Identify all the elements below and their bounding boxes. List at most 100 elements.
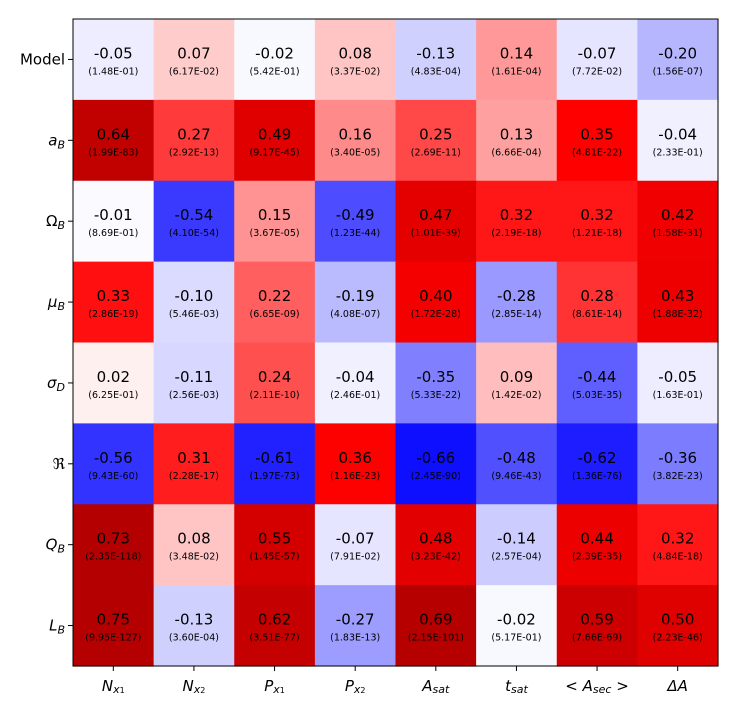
cell-value-r0-c5: 0.14 <box>500 44 533 62</box>
cell-value-r2-c1: -0.54 <box>175 206 214 224</box>
heatmap-cell-r6-c6 <box>556 504 638 586</box>
heatmap-cell-r3-c0 <box>73 261 155 344</box>
cell-value-r6-c5: -0.14 <box>497 530 536 548</box>
heatmap-cell-r5-c7 <box>637 423 719 505</box>
cell-pvalue-r3-c0: (2.86E-19) <box>88 309 138 320</box>
heatmap-cell-r0-c3 <box>314 19 397 101</box>
cell-pvalue-r2-c4: (1.01E-39) <box>411 228 461 239</box>
cell-value-r7-c2: 0.62 <box>258 611 291 629</box>
y-tick-label-5: ℜ <box>53 455 65 473</box>
cell-pvalue-r0-c1: (6.17E-02) <box>169 66 219 77</box>
heatmap-cells <box>73 19 719 667</box>
cell-pvalue-r5-c6: (1.36E-76) <box>572 471 622 482</box>
cell-value-r6-c1: 0.08 <box>177 530 210 548</box>
cell-value-r4-c2: 0.24 <box>258 368 291 386</box>
cell-pvalue-r7-c6: (7.66E-69) <box>572 633 622 644</box>
cell-pvalue-r1-c4: (2.69E-11) <box>411 147 461 158</box>
heatmap-cell-r0-c7 <box>637 19 719 101</box>
cell-pvalue-r1-c0: (1.99E-83) <box>88 147 138 158</box>
cell-pvalue-r2-c2: (3.67E-05) <box>250 228 300 239</box>
heatmap-cell-r4-c1 <box>153 342 235 424</box>
y-tick-label-2: ΩB <box>46 212 65 232</box>
cell-pvalue-r7-c0: (9.95E-127) <box>85 633 141 644</box>
cell-value-r1-c0: 0.64 <box>97 125 130 143</box>
heatmap-cell-r7-c5 <box>476 585 558 667</box>
heatmap-cell-r3-c1 <box>153 261 235 344</box>
cell-value-r2-c3: -0.49 <box>336 206 375 224</box>
cell-value-r0-c0: -0.05 <box>94 44 133 62</box>
x-tick-label-6: < Asec > <box>565 677 629 696</box>
heatmap-cell-r6-c3 <box>314 504 397 586</box>
heatmap-cell-r0-c0 <box>73 19 155 101</box>
heatmap-cell-r4-c5 <box>476 342 558 424</box>
heatmap-cell-r1-c3 <box>314 99 397 182</box>
heatmap-cell-r2-c4 <box>395 180 477 263</box>
heatmap-cell-r5-c6 <box>556 423 638 505</box>
cell-pvalue-r6-c2: (1.45E-57) <box>250 552 300 563</box>
cell-pvalue-r0-c3: (3.37E-02) <box>330 66 380 77</box>
heatmap-cell-r3-c4 <box>395 261 477 344</box>
cell-value-r1-c3: 0.16 <box>338 125 371 143</box>
cell-value-r3-c4: 0.40 <box>419 287 452 305</box>
cell-pvalue-r7-c3: (1.83E-13) <box>330 633 380 644</box>
heatmap-cell-r4-c7 <box>637 342 719 424</box>
cell-pvalue-r3-c6: (8.61E-14) <box>572 309 622 320</box>
cell-value-r5-c2: -0.61 <box>255 449 294 467</box>
x-tick-label-3: Px2 <box>345 677 366 696</box>
cell-pvalue-r0-c6: (7.72E-02) <box>572 66 622 77</box>
cell-pvalue-r2-c7: (1.58E-31) <box>653 228 703 239</box>
heatmap-cell-r1-c0 <box>73 99 155 182</box>
cell-value-r1-c7: -0.04 <box>658 125 697 143</box>
cell-pvalue-r5-c5: (9.46E-43) <box>491 471 541 482</box>
cell-value-r7-c7: 0.50 <box>661 611 694 629</box>
cell-value-r2-c0: -0.01 <box>94 206 133 224</box>
cell-pvalue-r3-c3: (4.08E-07) <box>330 309 380 320</box>
cell-pvalue-r6-c6: (2.39E-35) <box>572 552 622 563</box>
cell-value-r4-c3: -0.04 <box>336 368 375 386</box>
cell-pvalue-r7-c1: (3.60E-04) <box>169 633 219 644</box>
x-tick-label-2: Px1 <box>264 677 285 696</box>
cell-value-r4-c7: -0.05 <box>658 368 697 386</box>
heatmap-cell-r2-c3 <box>314 180 397 263</box>
cell-pvalue-r5-c1: (2.28E-17) <box>169 471 219 482</box>
heatmap-cell-r2-c6 <box>556 180 638 263</box>
cell-value-r4-c1: -0.11 <box>175 368 214 386</box>
cell-pvalue-r4-c1: (2.56E-03) <box>169 390 219 401</box>
cell-value-r5-c5: -0.48 <box>497 449 536 467</box>
heatmap-cell-r4-c0 <box>73 342 155 424</box>
heatmap-cell-r2-c0 <box>73 180 155 263</box>
cell-pvalue-r5-c2: (1.97E-73) <box>250 471 300 482</box>
cell-value-r7-c5: -0.02 <box>497 611 536 629</box>
heatmap-cell-r1-c6 <box>556 99 638 182</box>
heatmap-cell-r0-c6 <box>556 19 638 101</box>
y-tick-label-3: μB <box>47 293 65 313</box>
heatmap-cell-r1-c4 <box>395 99 477 182</box>
x-tick-label-7: ΔA <box>666 677 688 695</box>
cell-value-r2-c4: 0.47 <box>419 206 452 224</box>
x-tick-label-1: Nx2 <box>183 677 206 696</box>
cell-pvalue-r7-c5: (5.17E-01) <box>491 633 541 644</box>
cell-pvalue-r4-c0: (6.25E-01) <box>88 390 138 401</box>
x-axis-tick-labels: Nx1 Nx2 Px1 Px2 Asat tsat < Asec > ΔA <box>102 677 688 696</box>
heatmap-cell-r0-c1 <box>153 19 235 101</box>
heatmap-cell-r6-c2 <box>234 504 316 586</box>
cell-pvalue-r4-c2: (2.11E-10) <box>250 390 300 401</box>
heatmap-cell-r1-c2 <box>234 99 316 182</box>
heatmap-cell-r4-c3 <box>314 342 397 424</box>
cell-pvalue-r6-c7: (4.84E-18) <box>653 552 703 563</box>
cell-value-r5-c1: 0.31 <box>177 449 210 467</box>
cell-value-r6-c7: 0.32 <box>661 530 694 548</box>
cell-value-r3-c0: 0.33 <box>97 287 130 305</box>
heatmap-cell-r5-c3 <box>314 423 397 505</box>
heatmap-cell-r7-c3 <box>314 585 397 667</box>
x-tick-label-5: tsat <box>505 677 528 696</box>
heatmap-cell-r6-c1 <box>153 504 235 586</box>
heatmap-cell-r4-c6 <box>556 342 638 424</box>
heatmap-cell-r7-c2 <box>234 585 316 667</box>
cell-value-r1-c5: 0.13 <box>500 125 533 143</box>
cell-pvalue-r5-c0: (9.43E-60) <box>88 471 138 482</box>
cell-pvalue-r4-c3: (2.46E-01) <box>330 390 380 401</box>
cell-value-r2-c2: 0.15 <box>258 206 291 224</box>
heatmap-cell-r5-c1 <box>153 423 235 505</box>
heatmap-cell-r7-c0 <box>73 585 155 667</box>
